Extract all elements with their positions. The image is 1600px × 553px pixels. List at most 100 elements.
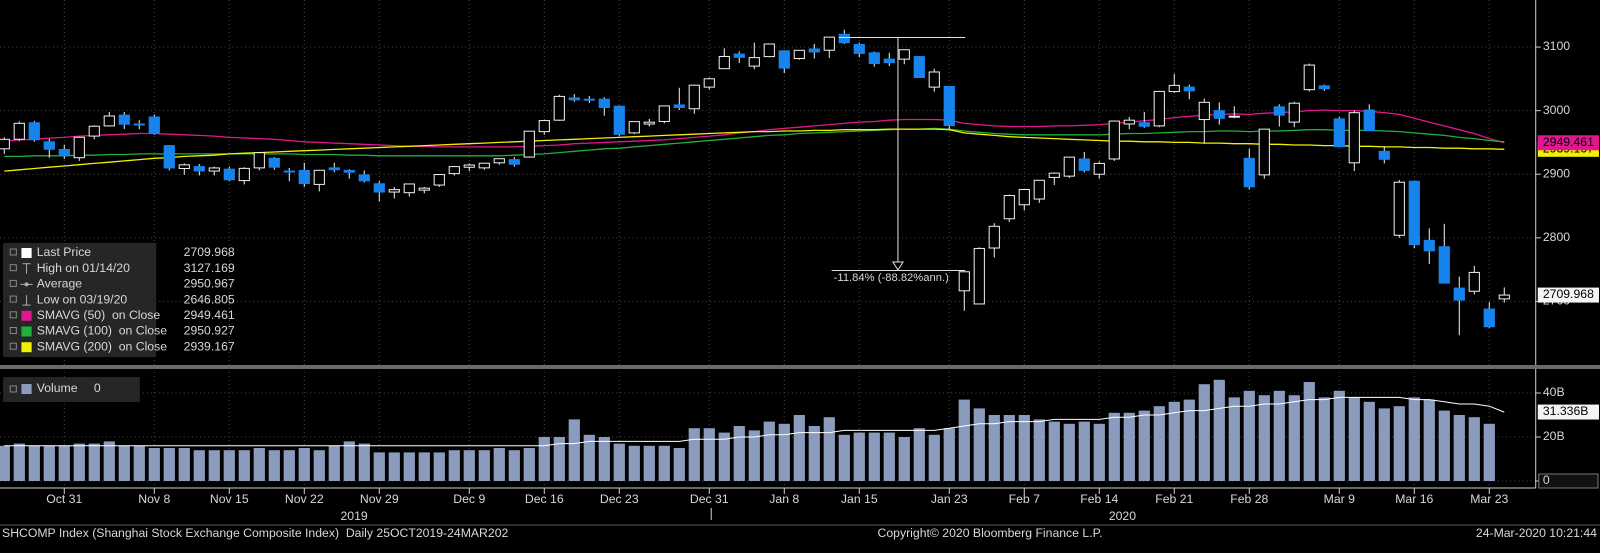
volume-bar [208,450,220,481]
volume-bar [448,450,460,481]
volume-bar [418,452,430,481]
x-tick-label: Jan 8 [769,492,799,506]
volume-bar [1153,406,1165,481]
candle-body [178,164,190,170]
legend-value: 0 [94,381,101,395]
legend-label: Average [37,277,83,291]
volume-bar [1288,395,1300,481]
legend-toggle [9,248,17,256]
footer-left: SHCOMP Index (Shanghai Stock Exchange Co… [2,526,509,540]
candle-body [643,121,655,125]
candle-body [988,225,1000,249]
candle-body [1213,110,1225,119]
candle-body [778,50,790,69]
annotation: -11.84% (-88.82%ann.) [831,37,966,284]
x-tick-label: Dec 16 [525,492,564,506]
volume-bar [328,445,340,481]
candle-body [1333,118,1345,148]
volume-bar [643,445,655,481]
x-tick-label: Nov 29 [360,492,399,506]
candle-body [283,170,295,173]
volume-bar [838,434,850,481]
legend-value: 2950.967 [184,277,235,291]
legend-glyph [24,282,29,287]
candle-body [1138,122,1150,127]
volume-bar [793,415,805,481]
tag-layer: 2700280029003000310040B20B031.336B2939.1… [1537,39,1599,489]
y-tick-label: 2900 [1543,167,1570,181]
candle-body [1393,181,1405,236]
volume-bar [463,450,475,481]
candle-body [0,138,10,150]
candle-body [373,183,385,193]
candle-body [358,174,370,182]
volume-bar [433,452,445,481]
volume-bar [1078,421,1090,481]
footer-center: Copyright© 2020 Bloomberg Finance L.P. [878,526,1103,540]
candle-body [883,58,895,64]
candle-body [898,49,910,60]
candle-body [793,49,805,60]
candle-body [1123,119,1135,125]
volume-bar [943,428,955,481]
value-tag [1537,404,1599,420]
volume-bar [0,445,10,481]
x-tick-label: Dec 9 [453,492,485,506]
candle-body [328,167,340,171]
x-tick-label: Nov 22 [285,492,324,506]
candle-body [853,44,865,54]
volume-bar [373,452,385,481]
candle-body [1408,180,1420,246]
candle-body [613,105,625,135]
volume-bar [28,445,40,481]
volume-bar [388,452,400,481]
candle-body [118,114,130,125]
volume-bar [403,452,415,481]
y-tick-label: 20B [1543,429,1565,443]
volume-bar [538,437,550,481]
candle-body [73,136,85,159]
volume-bar [193,450,205,481]
candle-body [1183,86,1195,92]
x-tick-label: Oct 31 [46,492,82,506]
candle-body [1153,90,1165,127]
candle-body [268,157,280,168]
candle-body [1453,287,1465,301]
volume-bar [853,432,865,481]
candle-body [763,43,775,58]
candle-body [418,187,430,191]
volume-bar [1303,382,1315,481]
candle-body [1048,172,1060,178]
candle-body [478,162,490,169]
candle-body [748,57,760,67]
candle-body [1348,112,1360,164]
candle-body [508,159,520,165]
legend-value: 3127.169 [184,261,235,275]
volume-bar [883,432,895,481]
candle-body [868,52,880,65]
volume-bar [283,450,295,481]
y-tick-label: 0 [1543,473,1550,487]
candle-body [703,78,715,88]
candle-body [733,53,745,58]
legend-swatch [21,248,32,258]
candle-body [658,105,670,122]
volume-bar [1033,419,1045,481]
volume-bar [958,399,970,481]
legend-value: 2709.968 [184,245,235,259]
candle-body [1483,308,1495,328]
legend-label: SMAVG (200) on Close [37,339,168,353]
candle-body [1438,246,1450,284]
legend-label: Low on 03/19/20 [37,292,128,306]
candle-body [1378,150,1390,160]
volume-bar [1198,384,1210,481]
candle-body [1003,195,1015,220]
y-tick-label: 3000 [1543,103,1570,117]
x-tick-label: Nov 8 [138,492,170,506]
legend-label: SMAVG (100) on Close [37,324,168,338]
candle-body [28,122,40,141]
volume-bar [1378,408,1390,481]
volume-bar [868,432,880,481]
